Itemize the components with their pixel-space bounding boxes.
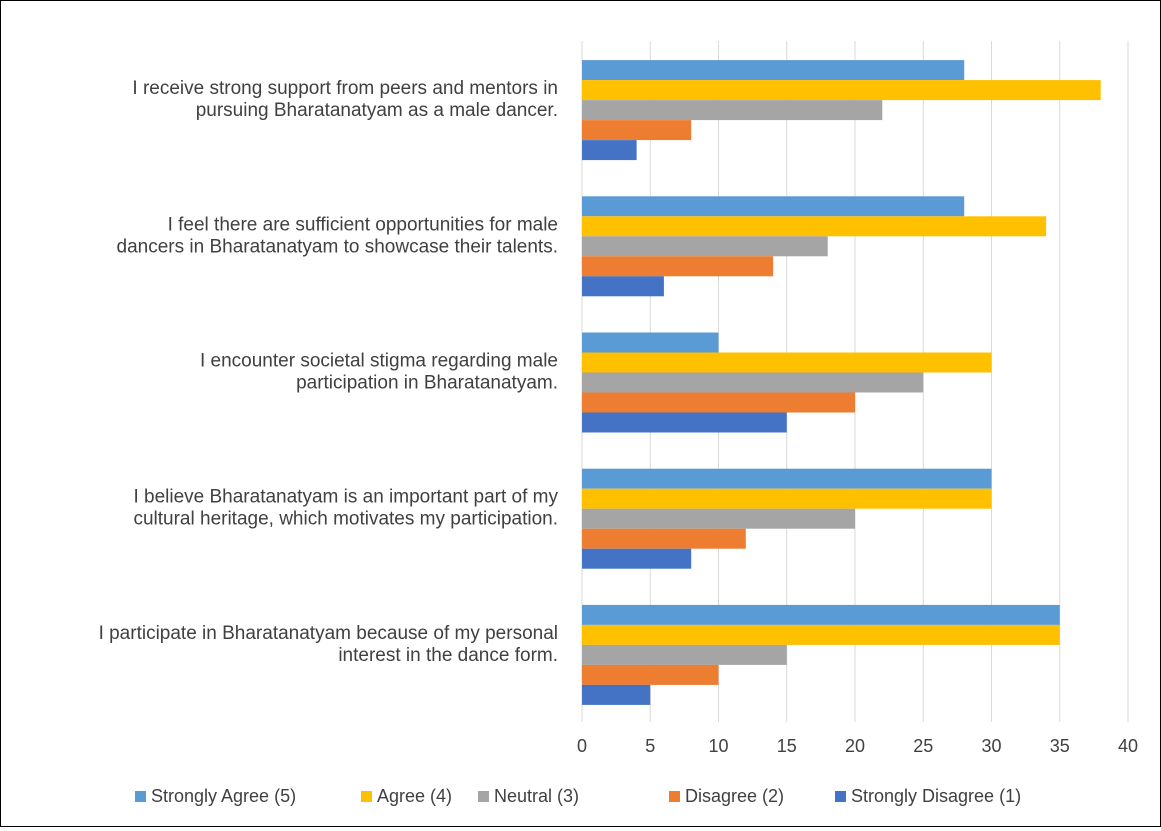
bar (582, 468, 992, 489)
x-tick-label: 30 (981, 736, 1001, 756)
bar (582, 392, 855, 413)
bar (582, 412, 787, 433)
category-label: dancers in Bharatanatyam to showcase the… (117, 236, 558, 257)
category-labels: I receive strong support from peers and … (99, 78, 559, 666)
x-tick-label: 15 (777, 736, 797, 756)
legend-swatch (135, 791, 146, 802)
x-tick-label: 25 (913, 736, 933, 756)
bar (582, 664, 719, 685)
bar (582, 528, 746, 549)
x-tick-label: 10 (708, 736, 728, 756)
bar (582, 236, 828, 257)
legend-swatch (361, 791, 372, 802)
bar (582, 488, 992, 509)
bar (582, 604, 1060, 625)
x-tick-label: 40 (1118, 736, 1138, 756)
legend: Strongly Agree (5) Agree (4) Neutral (3) Di… (135, 786, 1021, 806)
category-label: interest in the dance form. (338, 645, 558, 666)
bar (582, 216, 1047, 237)
bar (582, 80, 1101, 101)
category-label: cultural heritage, which motivates my pa… (133, 509, 558, 530)
bar (582, 624, 1060, 645)
bar (582, 372, 924, 393)
x-axis-ticks: 0 5 10 15 20 25 30 35 40 (577, 736, 1138, 756)
legend-label: Strongly Agree (5) (151, 786, 296, 806)
legend-label: Agree (4) (377, 786, 452, 806)
category-label: I feel there are sufficient opportunitie… (168, 214, 558, 235)
bar (582, 508, 855, 529)
bar (582, 276, 664, 297)
x-tick-label: 5 (645, 736, 655, 756)
bar (582, 256, 774, 277)
x-tick-label: 0 (577, 736, 587, 756)
category-label: I participate in Bharatanatyam because o… (99, 623, 558, 644)
bar (582, 140, 637, 161)
legend-label: Disagree (2) (685, 786, 784, 806)
bar (582, 352, 992, 373)
legend-label: Neutral (3) (494, 786, 579, 806)
bar (582, 644, 787, 665)
category-label: pursuing Bharatanatyam as a male dancer. (196, 100, 558, 121)
bar (582, 332, 719, 353)
bars (582, 60, 1101, 705)
legend-swatch (669, 791, 680, 802)
legend-swatch (835, 791, 846, 802)
bar (582, 196, 965, 217)
x-tick-label: 20 (845, 736, 865, 756)
x-tick-label: 35 (1050, 736, 1070, 756)
bar (582, 684, 651, 705)
legend-swatch (478, 791, 489, 802)
category-label: I encounter societal stigma regarding ma… (200, 351, 558, 372)
bar (582, 100, 883, 121)
bar (582, 120, 692, 141)
bar (582, 60, 965, 81)
bar (582, 548, 692, 569)
legend-label: Strongly Disagree (1) (851, 786, 1021, 806)
category-label: participation in Bharatanatyam. (296, 373, 558, 394)
category-label: I receive strong support from peers and … (132, 78, 558, 99)
category-label: I believe Bharatanatyam is an important … (133, 487, 558, 508)
